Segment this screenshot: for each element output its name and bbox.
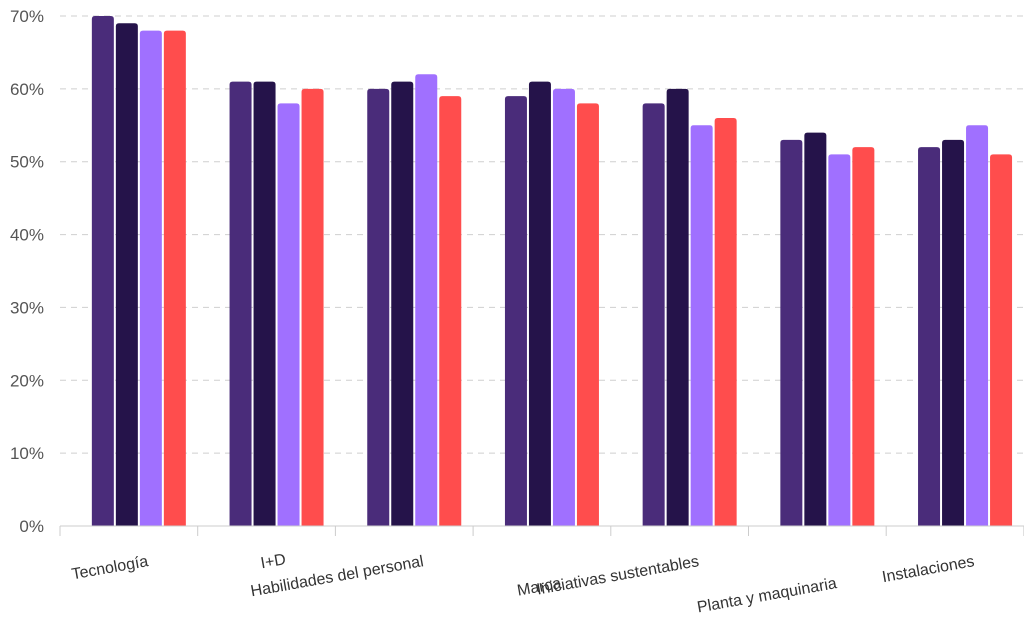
bar: [966, 125, 989, 527]
y-tick-label: 30%: [10, 298, 44, 317]
bar: [690, 125, 713, 527]
y-tick-label: 50%: [10, 153, 44, 172]
bars: [91, 16, 1013, 527]
y-tick-label: 10%: [10, 444, 44, 463]
bar: [990, 154, 1013, 526]
x-category-label: Iniciativas sustentables: [535, 553, 700, 598]
bar: [552, 88, 575, 526]
y-tick-label: 60%: [10, 80, 44, 99]
bar: [301, 88, 324, 526]
bar: [528, 81, 551, 527]
bar: [918, 147, 941, 526]
x-category-label: Instalaciones: [881, 553, 976, 586]
bar: [714, 118, 737, 526]
bar: [804, 132, 827, 527]
bar: [229, 81, 252, 527]
bar: [942, 139, 965, 526]
x-axis: [59, 525, 1024, 536]
y-axis-ticks: 0% 10% 20% 30% 40% 50% 60% 70%: [10, 7, 44, 536]
bar: [253, 81, 276, 527]
bar: [391, 81, 414, 527]
x-category-label: I+D: [259, 551, 287, 572]
bar: [828, 154, 851, 526]
x-category-label: Planta y maquinaria: [696, 575, 838, 616]
y-tick-label: 0%: [19, 517, 44, 536]
y-tick-label: 40%: [10, 226, 44, 245]
y-tick-label: 20%: [10, 371, 44, 390]
bar: [115, 23, 138, 527]
bar: [504, 96, 527, 527]
bar: [852, 147, 875, 526]
bar: [139, 30, 162, 526]
bar: [576, 103, 599, 526]
x-category-label: Tecnología: [70, 553, 149, 583]
bar: [277, 103, 300, 526]
bar: [415, 74, 438, 527]
bar: [163, 30, 186, 526]
bar: [367, 88, 390, 526]
bar: [666, 88, 689, 526]
bar: [780, 139, 803, 526]
bar: [91, 16, 114, 526]
bar: [439, 96, 462, 527]
y-tick-label: 70%: [10, 7, 44, 26]
bar: [642, 103, 665, 526]
